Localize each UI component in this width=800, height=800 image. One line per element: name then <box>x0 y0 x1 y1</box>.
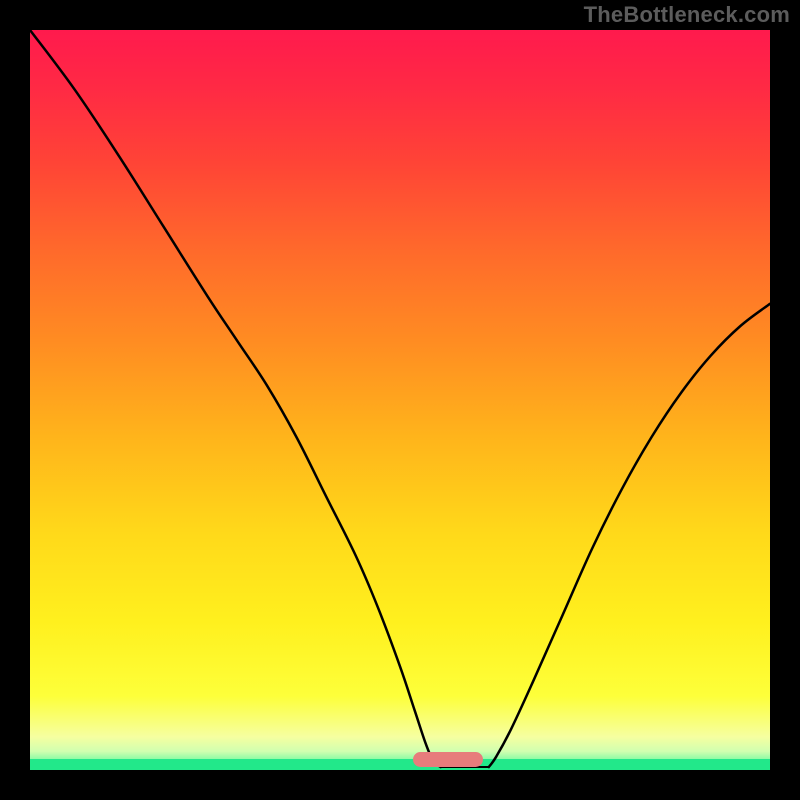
curve-layer <box>30 30 770 770</box>
chart-frame: TheBottleneck.com <box>0 0 800 800</box>
curve-left-path <box>30 30 441 767</box>
bottleneck-marker <box>413 752 483 767</box>
curve-right-path <box>489 304 770 767</box>
watermark-text: TheBottleneck.com <box>584 2 790 28</box>
plot-area <box>30 30 770 770</box>
